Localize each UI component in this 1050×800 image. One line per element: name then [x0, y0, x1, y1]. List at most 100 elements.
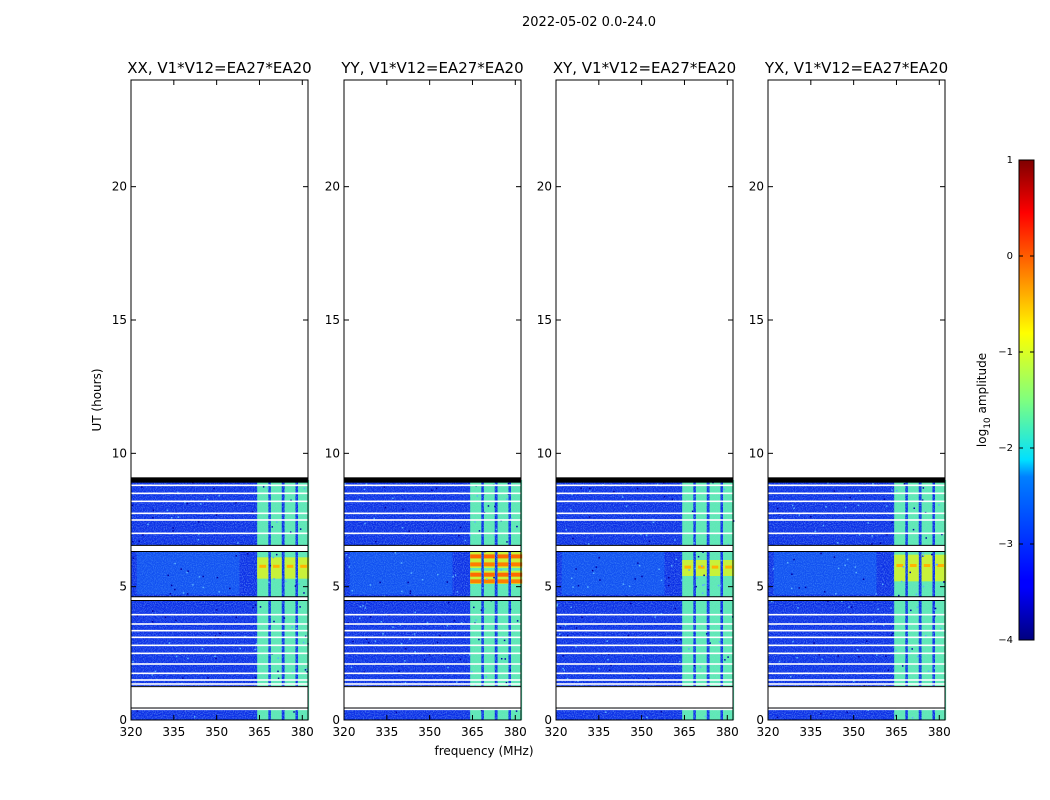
- noise-speckle: [306, 668, 308, 670]
- noise-speckle: [598, 556, 600, 559]
- noise-speckle: [460, 622, 463, 624]
- flagged-band: [344, 545, 521, 552]
- noise-speckle: [214, 655, 216, 658]
- noise-speckle: [303, 487, 306, 490]
- x-tick-label: 320: [333, 725, 356, 739]
- noise-speckle: [198, 576, 201, 578]
- peak-emission: [497, 554, 509, 559]
- spectrum-hump: [561, 552, 665, 595]
- noise-speckle: [476, 495, 479, 497]
- peak-emission: [511, 554, 523, 559]
- flagged-row: [131, 613, 308, 616]
- noise-speckle: [478, 530, 481, 532]
- noise-speckle: [701, 584, 704, 586]
- noise-speckle: [447, 601, 450, 604]
- noise-speckle: [404, 682, 407, 684]
- strong-emission: [298, 557, 310, 579]
- flagged-row: [131, 708, 308, 711]
- noise-speckle: [475, 619, 477, 621]
- noise-speckle: [494, 483, 497, 486]
- noise-speckle: [444, 653, 446, 655]
- flagged-row: [768, 492, 945, 495]
- noise-speckle: [727, 656, 729, 658]
- peak-emission: [497, 579, 509, 584]
- strong-emission: [511, 552, 523, 568]
- noise-speckle: [436, 641, 439, 644]
- noise-speckle: [181, 677, 184, 679]
- noise-speckle: [453, 620, 456, 622]
- noise-speckle: [364, 607, 367, 609]
- flagged-row: [131, 623, 308, 625]
- noise-speckle: [776, 507, 779, 510]
- noise-speckle: [575, 627, 578, 629]
- flagged-row: [556, 663, 733, 665]
- strong-emission: [497, 552, 509, 568]
- noise-speckle: [469, 534, 471, 536]
- noise-speckle: [474, 521, 476, 523]
- colorbar-tick-label: −1: [998, 347, 1013, 358]
- strong-emission: [270, 557, 282, 579]
- noise-speckle: [392, 497, 394, 500]
- noise-speckle: [936, 563, 938, 566]
- noise-speckle: [702, 551, 704, 553]
- noise-speckle: [480, 709, 483, 712]
- noise-speckle: [290, 499, 292, 502]
- noise-speckle: [701, 592, 704, 594]
- noise-speckle: [595, 566, 598, 568]
- noise-speckle: [572, 586, 574, 588]
- flagged-row: [556, 500, 733, 503]
- peak-emission: [470, 572, 482, 577]
- noise-speckle: [428, 653, 431, 656]
- noise-speckle: [192, 584, 194, 586]
- noise-speckle: [295, 627, 298, 630]
- noise-speckle: [374, 640, 377, 642]
- noise-speckle: [268, 581, 270, 584]
- noise-speckle: [724, 659, 726, 661]
- noise-speckle: [705, 633, 708, 635]
- flagged-row: [768, 679, 945, 681]
- flagged-row: [131, 629, 308, 632]
- noise-speckle: [701, 565, 703, 567]
- noise-speckle: [771, 600, 773, 603]
- noise-speckle: [896, 489, 898, 492]
- noise-speckle: [273, 578, 275, 580]
- noise-speckle: [943, 581, 945, 583]
- noise-speckle: [272, 556, 275, 559]
- noise-speckle: [426, 622, 429, 624]
- flagged-row: [131, 519, 308, 521]
- flagged-row: [131, 492, 308, 495]
- noise-speckle: [267, 487, 269, 489]
- noise-speckle: [213, 487, 215, 490]
- noise-speckle: [187, 657, 189, 660]
- noise-speckle: [922, 585, 925, 588]
- noise-speckle: [556, 603, 559, 606]
- y-tick-label: 10: [749, 446, 764, 460]
- noise-speckle: [132, 557, 135, 559]
- noise-speckle: [487, 505, 490, 507]
- flagged-row: [131, 636, 308, 639]
- noise-speckle: [883, 498, 886, 500]
- flagged-row: [556, 613, 733, 616]
- noise-speckle: [798, 514, 801, 516]
- noise-speckle: [693, 664, 696, 667]
- noise-speckle: [215, 609, 218, 611]
- noise-speckle: [703, 583, 706, 586]
- flagged-row: [131, 683, 308, 685]
- noise-speckle: [304, 635, 307, 638]
- noise-speckle: [820, 552, 822, 555]
- flagged-row: [556, 629, 733, 632]
- noise-speckle: [283, 617, 286, 619]
- flagged-row: [768, 519, 945, 521]
- y-tick-label: 0: [119, 713, 127, 727]
- peak-emission: [470, 554, 482, 559]
- x-tick-label: 365: [461, 725, 484, 739]
- noise-speckle: [793, 558, 795, 561]
- noise-speckle: [846, 558, 849, 561]
- x-tick-label: 320: [120, 725, 143, 739]
- noise-speckle: [772, 568, 775, 570]
- noise-speckle: [688, 648, 690, 650]
- flagged-band: [131, 686, 308, 708]
- noise-speckle: [408, 530, 410, 532]
- noise-speckle: [911, 648, 913, 650]
